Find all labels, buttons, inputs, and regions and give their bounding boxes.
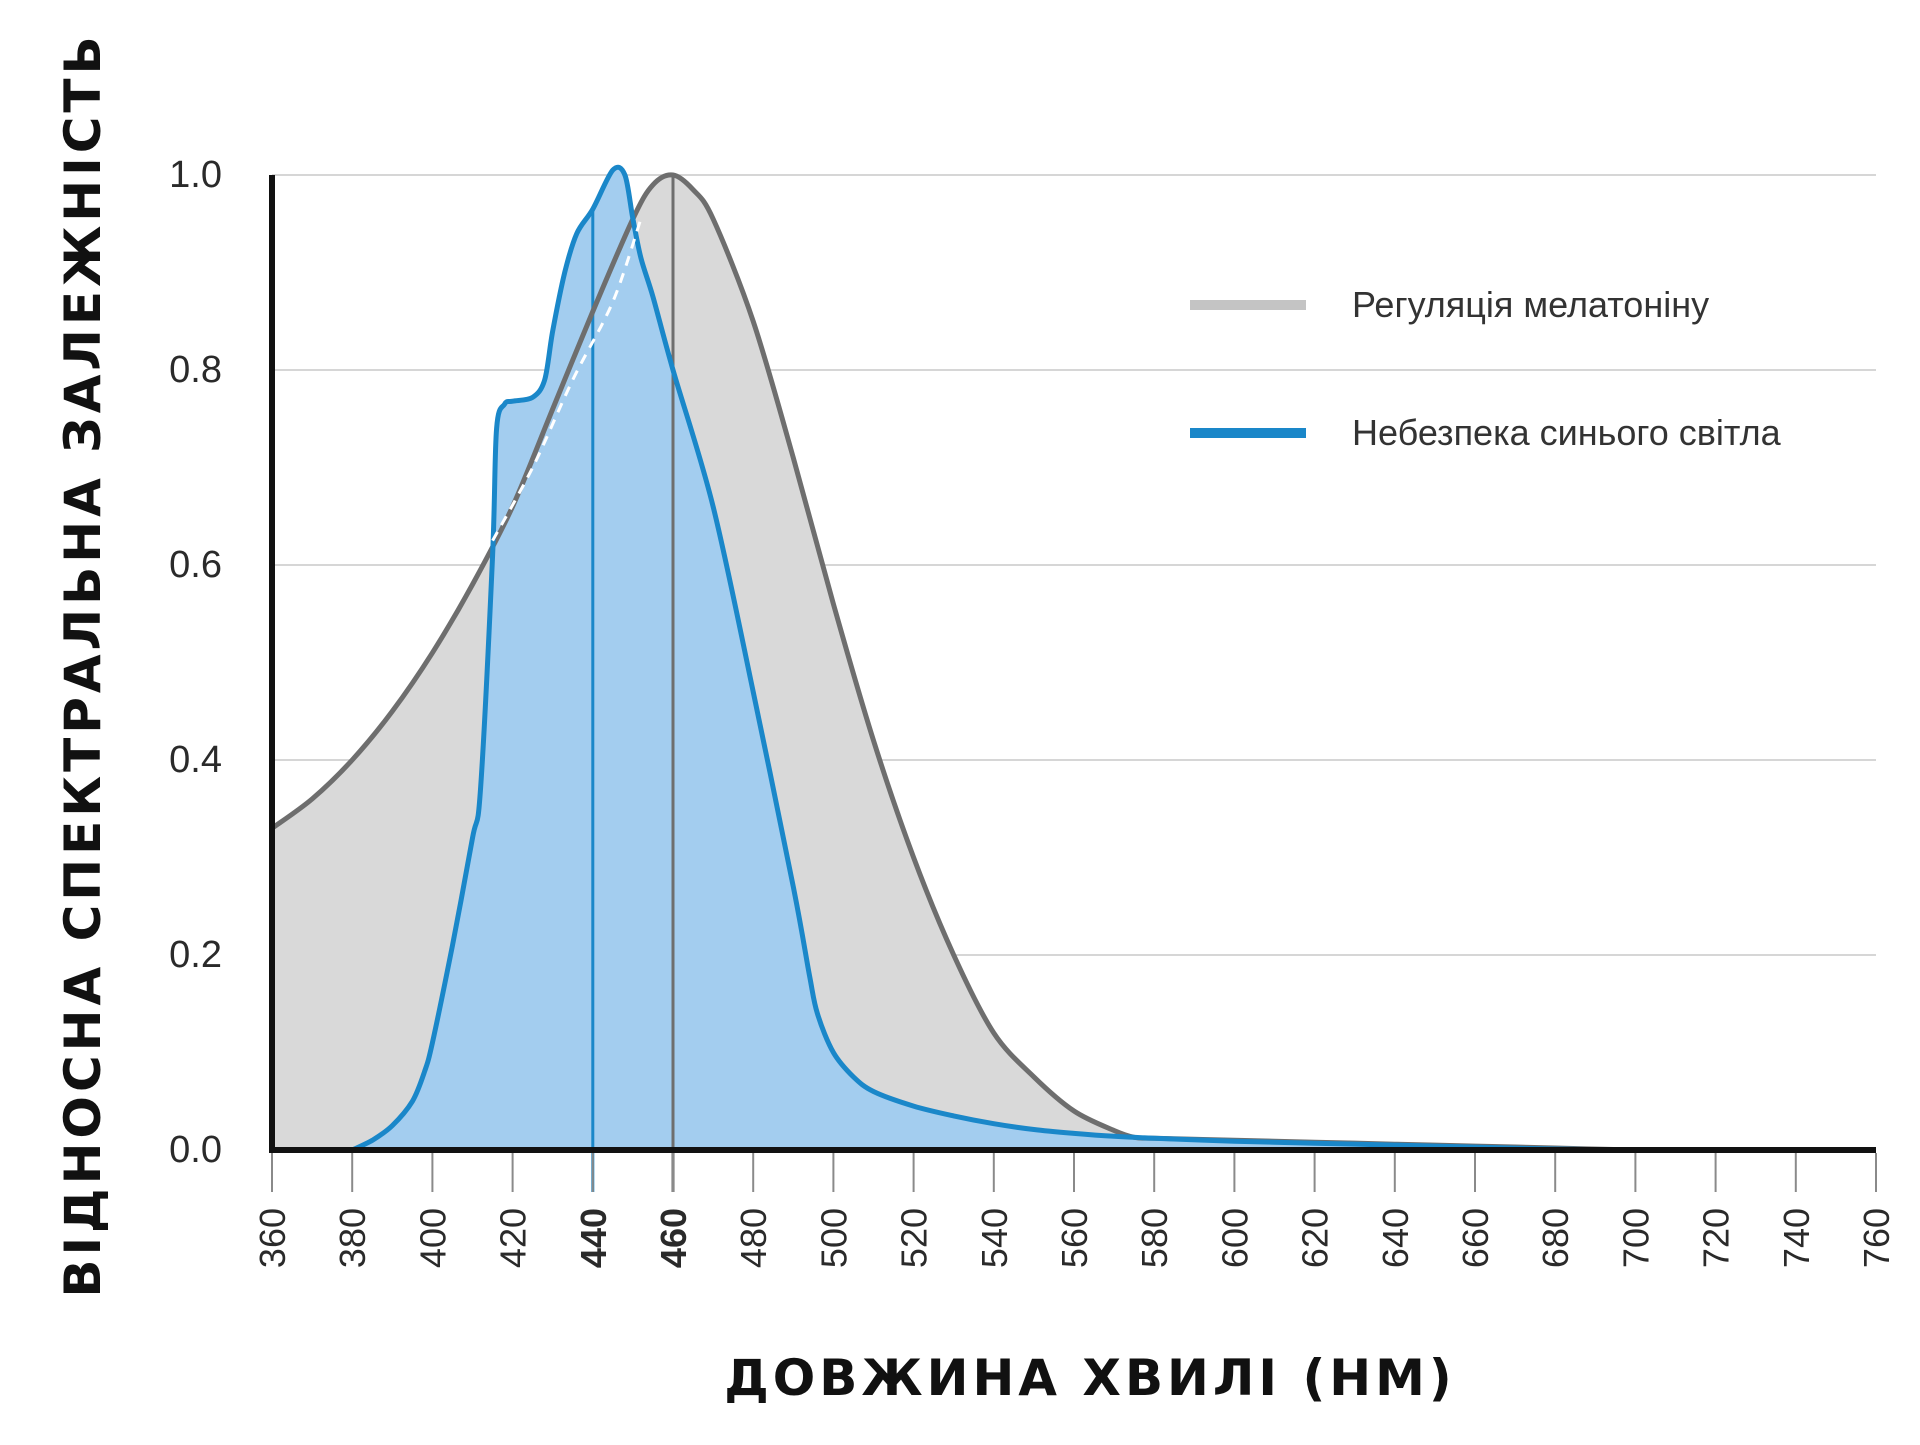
dashed-bridge-line bbox=[491, 218, 643, 542]
y-tick-label: 0.0 bbox=[169, 1129, 222, 1171]
y-tick-label: 1.0 bbox=[169, 154, 222, 196]
x-tick-label: 580 bbox=[1134, 1208, 1175, 1268]
x-tick-label: 620 bbox=[1295, 1208, 1336, 1268]
x-tick-label: 720 bbox=[1696, 1208, 1737, 1268]
x-tick-label-highlighted: 440 bbox=[573, 1208, 614, 1268]
legend-label-0: Регуляція мелатоніну bbox=[1352, 284, 1709, 325]
x-tick-label: 740 bbox=[1776, 1208, 1817, 1268]
tick-layer: 0.0 0.2 0.4 0.6 0.8 1.0 360 380 400 420 440 460 480 5… bbox=[169, 154, 1897, 1268]
marker-layer bbox=[591, 175, 675, 1192]
x-tick-label: 680 bbox=[1535, 1208, 1576, 1268]
axis-layer bbox=[269, 175, 1876, 1153]
x-tick-label: 500 bbox=[813, 1208, 854, 1268]
x-tick-label: 660 bbox=[1455, 1208, 1496, 1268]
x-tick-label: 540 bbox=[974, 1208, 1015, 1268]
y-tick-label: 0.2 bbox=[169, 934, 222, 976]
x-tick-label: 560 bbox=[1054, 1208, 1095, 1268]
line-layer bbox=[269, 164, 1638, 1153]
x-tick-label: 380 bbox=[332, 1208, 373, 1268]
legend-label-1: Небезпека синього світла bbox=[1352, 412, 1782, 453]
x-tick-label: 420 bbox=[493, 1208, 534, 1268]
x-tick-label: 360 bbox=[252, 1208, 293, 1268]
y-tick-label: 0.8 bbox=[169, 349, 222, 391]
y-axis-title: ВІДНОСНА СПЕКТРАЛЬНА ЗАЛЕЖНІСТЬ bbox=[54, 32, 112, 1297]
x-tick-label: 520 bbox=[894, 1208, 935, 1268]
legend-layer: Регуляція мелатоніну Небезпека синього св… bbox=[1190, 284, 1782, 453]
x-tick-label: 700 bbox=[1615, 1208, 1656, 1268]
series-line-1 bbox=[349, 164, 1638, 1153]
x-tick-label: 640 bbox=[1375, 1208, 1416, 1268]
x-tick-label-highlighted: 460 bbox=[653, 1208, 694, 1268]
x-tick-label: 600 bbox=[1214, 1208, 1255, 1268]
x-tick-label: 400 bbox=[412, 1208, 453, 1268]
x-axis-title: ДОВЖИНА ХВИЛІ (НМ) bbox=[724, 1349, 1456, 1407]
y-tick-label: 0.4 bbox=[169, 739, 222, 781]
y-tick-label: 0.6 bbox=[169, 544, 222, 586]
x-tick-label: 760 bbox=[1856, 1208, 1897, 1268]
x-tick-label: 480 bbox=[733, 1208, 774, 1268]
